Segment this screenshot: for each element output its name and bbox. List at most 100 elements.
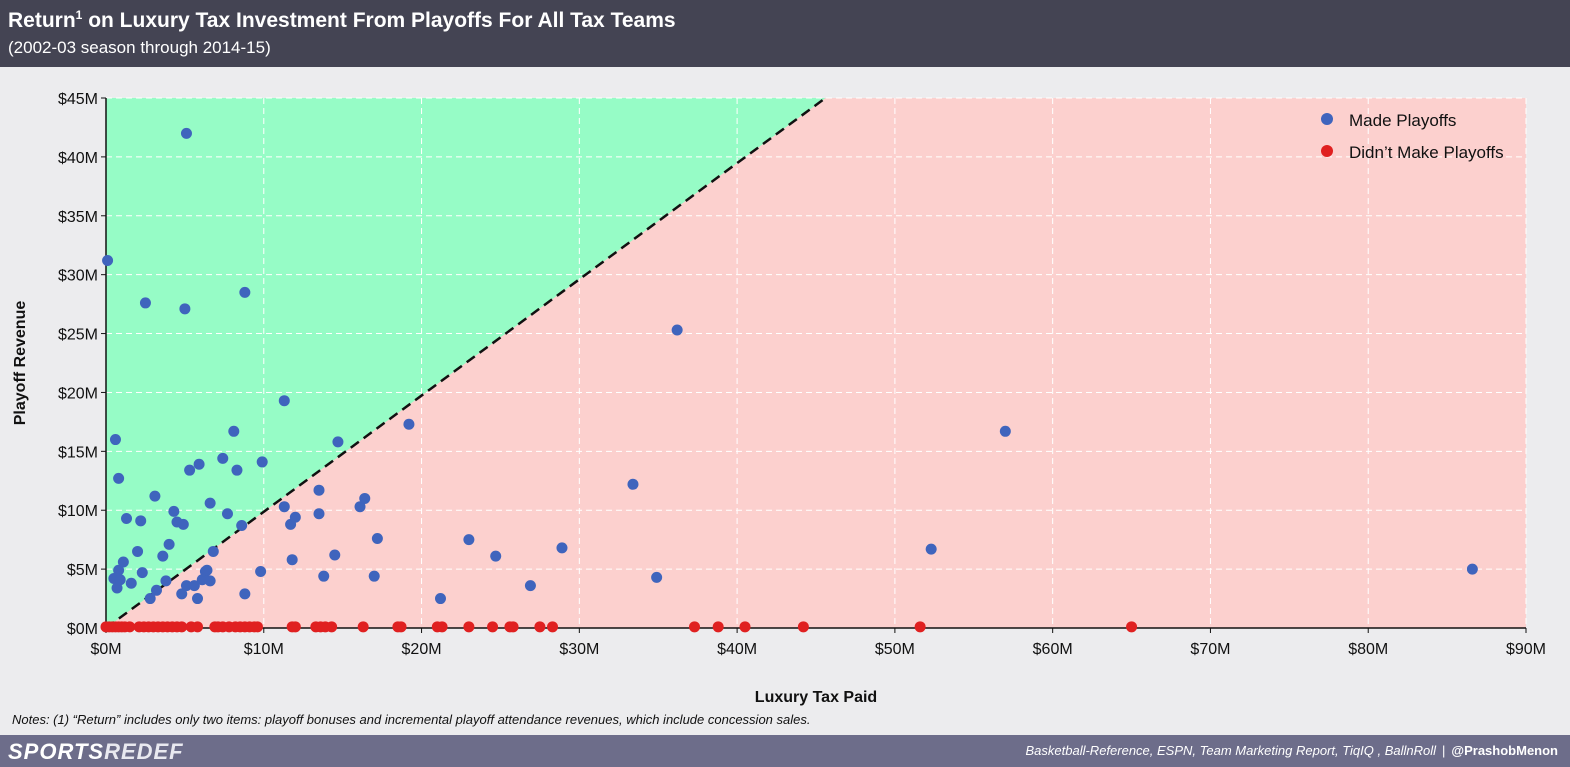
title-footnote-marker: 1 bbox=[75, 8, 83, 22]
y-tick-label: $30M bbox=[58, 268, 98, 285]
x-tick-label: $0M bbox=[90, 641, 121, 658]
made-playoffs-point bbox=[204, 497, 216, 509]
missed-playoffs-point bbox=[534, 621, 546, 633]
made-playoffs-point bbox=[150, 584, 162, 596]
missed-playoffs-point bbox=[712, 621, 724, 633]
made-playoffs-point bbox=[318, 570, 330, 582]
made-playoffs-point bbox=[201, 564, 213, 576]
made-playoffs-point bbox=[313, 484, 325, 496]
x-tick-label: $50M bbox=[875, 641, 915, 658]
made-playoffs-point bbox=[221, 508, 233, 520]
y-tick-label: $45M bbox=[58, 91, 98, 108]
made-playoffs-point bbox=[176, 588, 188, 600]
plot-area-background bbox=[106, 98, 1526, 628]
title-rest: on Luxury Tax Investment From Playoffs F… bbox=[82, 9, 676, 32]
made-playoffs-point bbox=[192, 593, 204, 605]
missed-playoffs-point bbox=[1126, 621, 1138, 633]
missed-playoffs-point bbox=[689, 621, 701, 633]
y-tick-label: $10M bbox=[58, 503, 98, 520]
missed-playoffs-point bbox=[326, 621, 338, 633]
made-playoffs-point bbox=[109, 434, 121, 446]
x-tick-label: $30M bbox=[559, 641, 599, 658]
footer-bar: SPORTSREDEF Basketball-Reference, ESPN, … bbox=[0, 735, 1570, 767]
missed-playoffs-point bbox=[463, 621, 475, 633]
missed-playoffs-point bbox=[739, 621, 751, 633]
x-tick-label: $80M bbox=[1348, 641, 1388, 658]
made-playoffs-point bbox=[113, 472, 125, 484]
made-playoffs-point bbox=[180, 127, 192, 139]
made-playoffs-point bbox=[113, 564, 125, 576]
sportsredef-logo: SPORTSREDEF bbox=[8, 739, 184, 765]
legend: Made Playoffs Didn’t Make Playoffs bbox=[1321, 111, 1504, 162]
legend-marker-made-playoffs bbox=[1321, 113, 1333, 125]
missed-playoffs-point bbox=[124, 621, 136, 633]
made-playoffs-point bbox=[354, 501, 366, 513]
made-playoffs-point bbox=[1466, 563, 1478, 575]
made-playoffs-point bbox=[121, 512, 133, 524]
made-playoffs-point bbox=[125, 577, 137, 589]
y-axis-label: Playoff Revenue bbox=[12, 301, 29, 426]
reference-line bbox=[106, 98, 827, 628]
made-playoffs-point bbox=[403, 418, 415, 430]
made-playoffs-point bbox=[239, 286, 251, 298]
missed-playoffs-point bbox=[914, 621, 926, 633]
x-tick-label: $70M bbox=[1190, 641, 1230, 658]
data-sources: Basketball-Reference, ESPN, Team Marketi… bbox=[1025, 743, 1437, 758]
missed-playoffs-point bbox=[436, 621, 448, 633]
made-playoffs-point bbox=[204, 575, 216, 587]
legend-label-made-playoffs: Made Playoffs bbox=[1349, 111, 1456, 130]
y-tick-label: $40M bbox=[58, 150, 98, 167]
made-playoffs-point bbox=[371, 532, 383, 544]
x-tick-label: $90M bbox=[1506, 641, 1546, 658]
y-tick-label: $25M bbox=[58, 327, 98, 344]
title-main: Return bbox=[8, 9, 76, 32]
made-playoffs-point bbox=[627, 478, 639, 490]
made-playoffs-point bbox=[179, 303, 191, 315]
chart-subtitle: (2002-03 season through 2014-15) bbox=[8, 38, 271, 57]
made-playoffs-point bbox=[217, 452, 229, 464]
y-tick-label: $5M bbox=[67, 562, 98, 579]
gridlines bbox=[106, 97, 1527, 628]
missed-playoffs-point bbox=[192, 621, 204, 633]
made-playoffs-point bbox=[177, 518, 189, 530]
made-playoffs-point bbox=[289, 511, 301, 523]
made-playoffs-point bbox=[524, 580, 536, 592]
made-playoffs-point bbox=[144, 593, 156, 605]
made-playoffs-point bbox=[651, 571, 663, 583]
above-line-region bbox=[106, 98, 826, 628]
credit-separator: | bbox=[1442, 743, 1446, 758]
made-playoffs-point bbox=[278, 395, 290, 407]
missed-playoffs-point bbox=[395, 621, 407, 633]
data-points bbox=[100, 127, 1478, 633]
header-bar: Return1 on Luxury Tax Investment From Pl… bbox=[0, 0, 1570, 67]
missed-playoffs-point bbox=[547, 621, 559, 633]
made-playoffs-point bbox=[490, 550, 502, 562]
made-playoffs-point bbox=[207, 545, 219, 557]
break-even-line bbox=[106, 98, 827, 628]
made-playoffs-point bbox=[332, 436, 344, 448]
made-playoffs-point bbox=[231, 464, 243, 476]
made-playoffs-point bbox=[149, 490, 161, 502]
missed-playoffs-point bbox=[487, 621, 499, 633]
made-playoffs-point bbox=[255, 565, 267, 577]
chart-notes: Notes: (1) “Return” includes only two it… bbox=[12, 712, 811, 727]
made-playoffs-point bbox=[239, 588, 251, 600]
made-playoffs-point bbox=[329, 549, 341, 561]
made-playoffs-point bbox=[463, 534, 475, 546]
made-playoffs-point bbox=[359, 492, 371, 504]
made-playoffs-point bbox=[236, 520, 248, 532]
made-playoffs-point bbox=[111, 582, 123, 594]
made-playoffs-point bbox=[163, 538, 175, 550]
made-playoffs-point bbox=[157, 550, 169, 562]
made-playoffs-point bbox=[434, 593, 446, 605]
made-playoffs-point bbox=[114, 574, 126, 586]
made-playoffs-point bbox=[160, 575, 172, 587]
logo-part-sports: SPORTS bbox=[8, 739, 105, 764]
made-playoffs-point bbox=[188, 580, 200, 592]
missed-playoffs-point bbox=[357, 621, 369, 633]
axes bbox=[105, 98, 1526, 629]
made-playoffs-point bbox=[139, 297, 151, 309]
y-tick-label: $35M bbox=[58, 209, 98, 226]
x-tick-label: $20M bbox=[402, 641, 442, 658]
made-playoffs-point bbox=[313, 508, 325, 520]
